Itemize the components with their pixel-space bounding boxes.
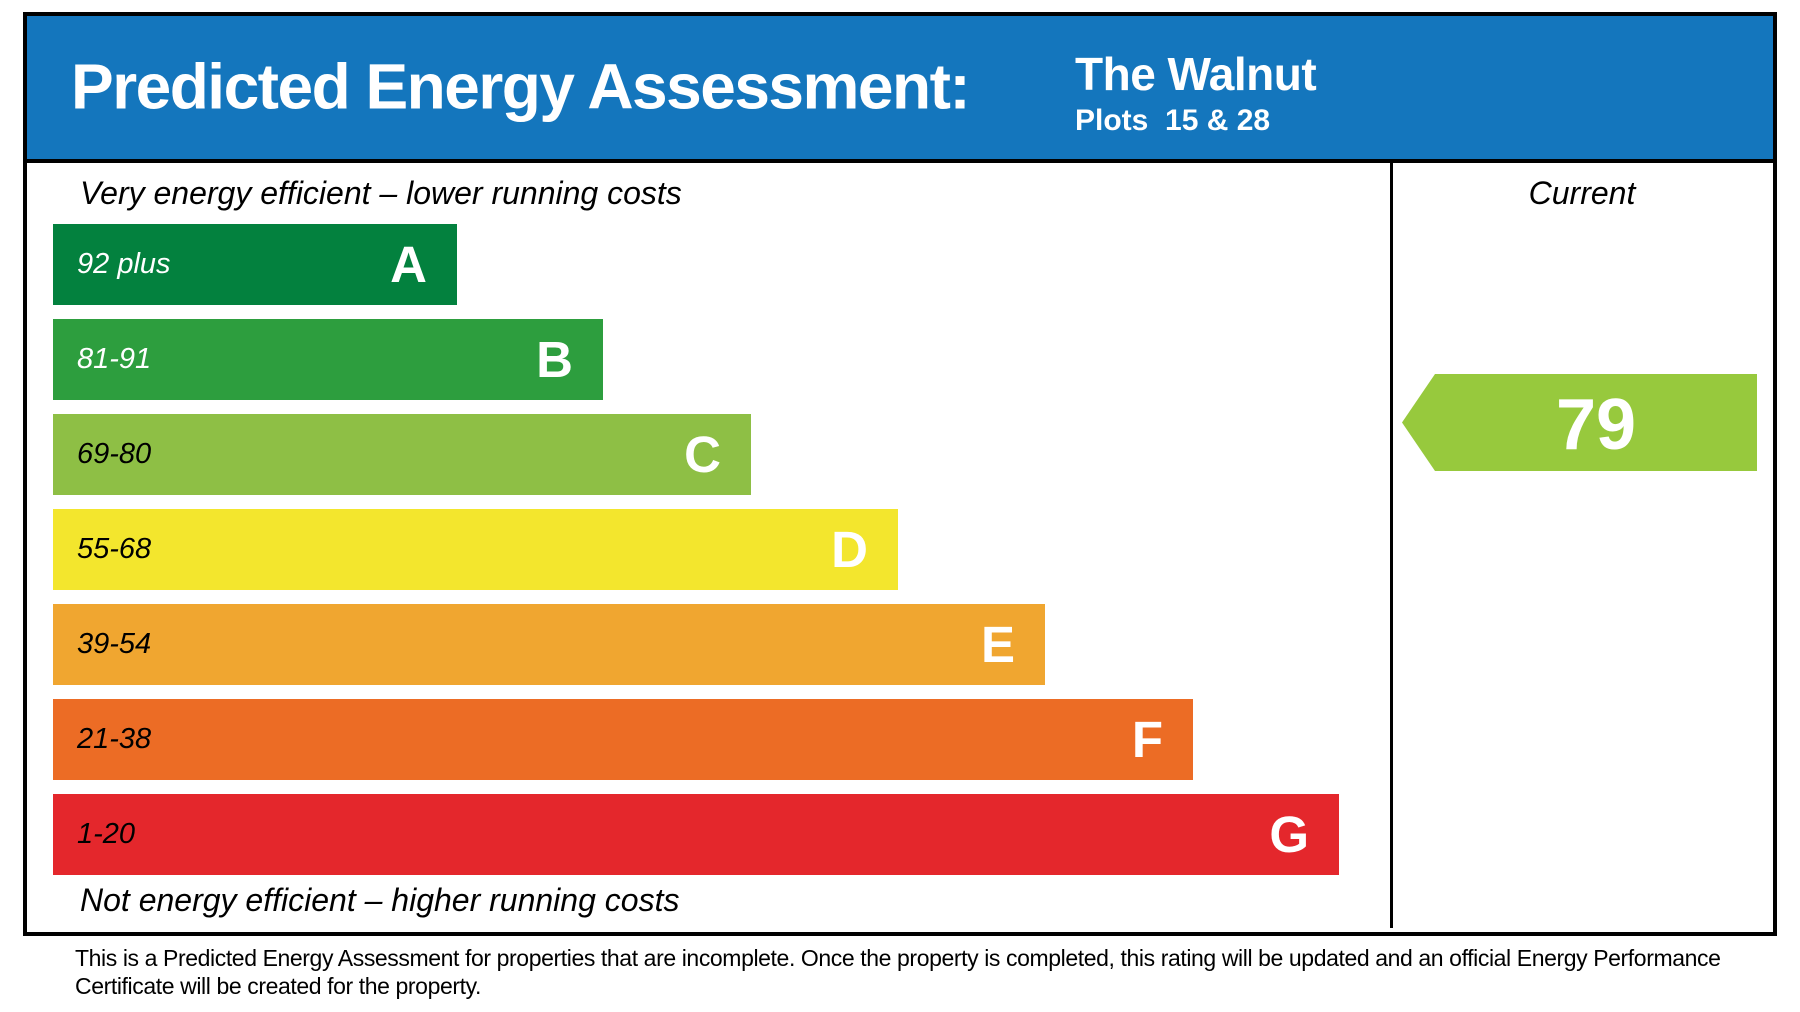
left-arrow-shape (1402, 374, 1757, 471)
band-letter: D (831, 521, 868, 578)
band-letter: A (390, 236, 427, 293)
property-plots: Plots 15 & 28 (1075, 104, 1271, 137)
band-row-c: 69-80 C (53, 414, 751, 495)
bottom-caption: Not energy efficient – higher running co… (80, 882, 680, 918)
band-letter: C (684, 426, 721, 483)
top-caption: Very energy efficient – lower running co… (80, 175, 682, 211)
bands: 92 plus A 81-91 B 69-80 C 55-68 D 39-54 E 21-38 F 1-… (53, 224, 1339, 875)
band-letter: B (536, 331, 573, 388)
band-row-d: 55-68 D (53, 509, 898, 590)
band-row-e: 39-54 E (53, 604, 1045, 685)
band-row-g: 1-20 G (53, 794, 1339, 875)
current-rating-value: 79 (1556, 385, 1636, 465)
band-range-label: 69-80 (77, 438, 152, 470)
band-range-label: 55-68 (77, 533, 152, 565)
property-name: The Walnut (1075, 48, 1317, 100)
page-title: Predicted Energy Assessment: (71, 50, 971, 123)
band-letter: G (1269, 806, 1309, 863)
column-divider (1390, 163, 1393, 928)
band-range-label: 21-38 (77, 723, 152, 755)
band-row-b: 81-91 B (53, 319, 603, 400)
footer-note: This is a Predicted Energy Assessment fo… (75, 945, 1721, 999)
property-info: The Walnut Plots 15 & 28 (1075, 46, 1317, 140)
current-column-label: Current (1528, 175, 1636, 211)
current-rating-arrow: 79 (1402, 374, 1757, 471)
band-row-a: 92 plus A (53, 224, 457, 305)
energy-assessment-chart: Predicted Energy Assessment: The Walnut … (23, 12, 1777, 936)
band-range-label: 39-54 (77, 628, 152, 660)
chart-body: Very energy efficient – lower running co… (27, 163, 1773, 928)
band-letter: E (980, 616, 1015, 673)
band-range-label: 81-91 (77, 343, 152, 375)
band-row-f: 21-38 F (53, 699, 1193, 780)
band-letter: F (1131, 711, 1163, 768)
band-range-label: 1-20 (77, 818, 136, 850)
header-band: Predicted Energy Assessment: The Walnut … (27, 16, 1773, 163)
band-range-label: 92 plus (77, 248, 171, 280)
